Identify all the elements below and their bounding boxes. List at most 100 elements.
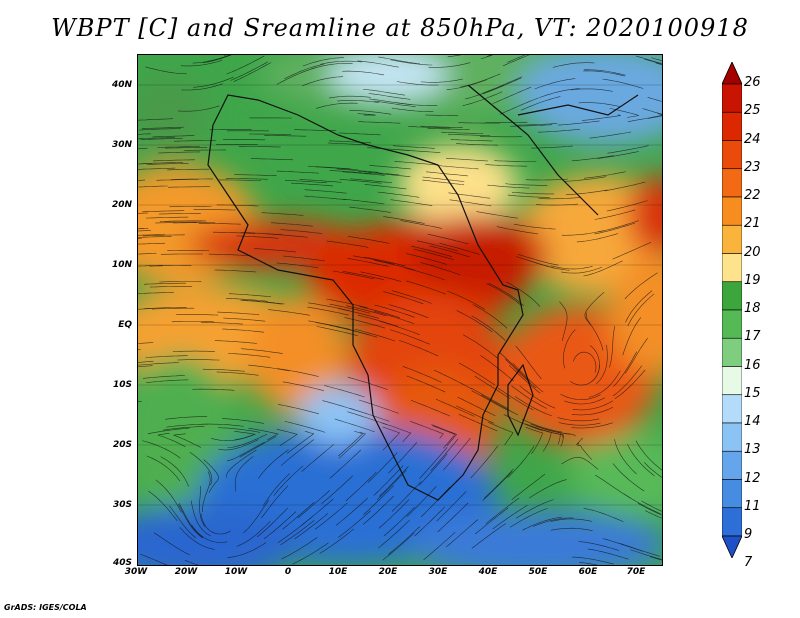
lat-label: EQ [118,320,132,330]
streamline [211,435,253,442]
streamline [388,526,421,555]
streamline [392,145,435,149]
streamline [635,440,662,471]
colorbar-level-label: 12 [744,470,761,486]
streamline [521,419,562,433]
streamline [551,265,593,270]
streamline [584,291,605,326]
streamline [171,178,214,180]
streamline [218,179,261,181]
streamline [368,93,411,100]
streamline [316,326,358,336]
streamline [264,135,307,137]
streamline [283,255,325,262]
streamline [388,304,429,319]
streamline [225,178,268,180]
colorbar-level-label: 16 [744,357,761,373]
streamline [342,198,385,205]
streamline [214,340,257,344]
streamline [227,542,267,558]
streamline [368,172,411,177]
streamline [138,362,180,366]
colorbar-level-label: 19 [744,272,761,288]
streamline [184,559,200,565]
streamline [578,102,621,107]
streamline [367,452,398,483]
streamline [165,416,208,420]
streamline [248,428,279,441]
streamline [138,292,174,294]
streamline [475,507,509,535]
streamline [576,437,593,460]
streamline [138,253,157,255]
streamline [147,427,190,435]
colorbar-segment [722,253,742,283]
streamline [436,165,479,170]
streamline [439,243,480,255]
streamline [216,371,259,376]
streamline [531,425,552,452]
streamline [143,282,186,285]
streamline [347,411,388,426]
streamline [650,57,662,62]
streamline [172,350,215,352]
colorbar-level-label: 26 [744,75,761,90]
streamline [256,507,288,538]
streamline [241,348,283,354]
streamline [162,426,205,431]
streamline [525,426,543,455]
streamline [138,185,168,188]
colorbar-segment [722,479,742,509]
streamline [373,260,415,271]
streamline [583,260,623,277]
streamline [268,309,310,316]
streamline [364,256,406,267]
streamline [463,334,498,359]
streamline [228,293,271,298]
streamline [354,328,396,342]
streamline [138,230,152,232]
streamline [512,192,555,195]
streamline [472,304,508,329]
streamline [190,500,211,537]
streamline [294,513,329,540]
streamline [420,262,461,276]
streamline [378,56,420,64]
streamline [359,306,401,319]
streamline [432,425,456,449]
streamline [227,433,268,448]
colorbar-segment [722,337,742,367]
streamline [471,315,506,341]
streamline [612,365,643,397]
streamline [284,421,326,433]
streamline [382,532,415,561]
streamline [445,157,488,162]
streamline [572,556,614,565]
streamline [167,168,210,171]
streamline [427,127,470,130]
streamline [383,506,415,537]
streamline [363,485,394,515]
streamline [342,70,385,76]
streamline [480,55,493,60]
streamline [400,220,442,229]
streamline [263,511,297,540]
streamline [280,439,315,466]
streamline [561,230,604,236]
streamline [604,181,646,192]
streamline [349,408,390,422]
streamline [513,223,556,230]
streamline [242,299,285,305]
streamline [560,393,601,401]
colorbar-segment [722,366,742,396]
streamline [304,195,347,200]
streamline [328,95,371,99]
streamline [349,206,392,213]
colorbar-level-label: 20 [744,244,761,260]
streamline [203,459,220,493]
streamline [564,397,605,405]
streamline [150,286,193,288]
streamline [416,240,458,252]
streamline [460,73,501,88]
streamline [153,532,190,556]
